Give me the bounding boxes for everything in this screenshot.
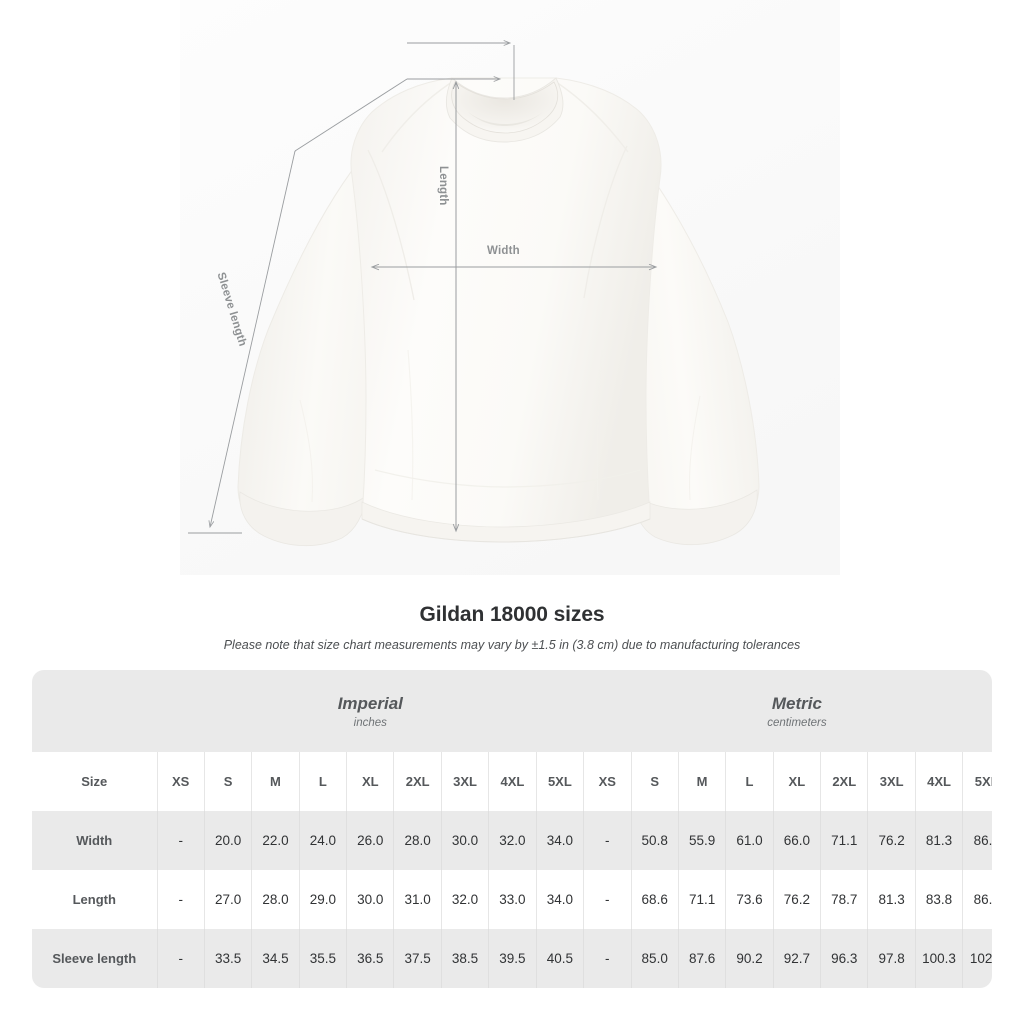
annotation-width: Width [487,245,520,257]
unit-group-row: Imperial inches Metric centimeters [32,670,992,752]
size-header-imp-2xl: 2XL [393,752,442,811]
size-header-met-xl: XL [772,752,821,811]
size-header-imp-4xl: 4XL [488,752,537,811]
annotation-length: Length [437,166,449,206]
garment-illustration: Length Width Sleeve length [180,0,840,575]
size-header-met-4xl: 4XL [914,752,963,811]
size-header-met-m: M [677,752,726,811]
size-header-met-5xl: 5XL [962,752,992,811]
size-header-met-xs: XS [583,752,631,811]
cell-sleeve-met-3xl: 97.8 [867,929,916,988]
unit-group-imperial: Imperial inches [157,670,584,752]
cell-width-imp-5xl: 34.0 [535,811,584,870]
row-label-width: Width [32,811,157,870]
size-chart-table: Imperial inches Metric centimeters Size … [32,670,992,988]
cell-length-met-xs: - [583,870,631,929]
cell-length-met-3xl: 81.3 [867,870,916,929]
cell-length-met-l: 73.6 [725,870,774,929]
cell-width-met-m: 55.9 [677,811,726,870]
cell-length-imp-3xl: 32.0 [440,870,489,929]
cell-length-met-4xl: 83.8 [914,870,963,929]
cell-width-imp-l: 24.0 [298,811,347,870]
size-header-imp-xs: XS [156,752,205,811]
cell-width-met-2xl: 71.1 [820,811,868,870]
cell-width-met-xs: - [583,811,631,870]
size-header-imp-5xl: 5XL [535,752,584,811]
size-header-imp-xl: XL [346,752,394,811]
cell-sleeve-met-5xl: 102.9 [962,929,992,988]
size-header-imp-l: L [298,752,347,811]
cell-width-imp-xs: - [156,811,205,870]
cell-sleeve-met-l: 90.2 [725,929,774,988]
cell-width-imp-s: 20.0 [203,811,252,870]
cell-width-met-5xl: 86.4 [962,811,992,870]
cell-width-met-l: 61.0 [725,811,774,870]
size-header-label: Size [32,752,157,811]
size-header-met-2xl: 2XL [820,752,868,811]
unit-group-imperial-name: Imperial [337,693,403,713]
size-header-met-l: L [725,752,774,811]
unit-group-metric-sub: centimeters [767,717,827,730]
cell-sleeve-imp-2xl: 37.5 [393,929,442,988]
cell-width-met-xl: 66.0 [772,811,821,870]
table-row: Length - 27.0 28.0 29.0 30.0 31.0 32.0 3… [32,870,992,929]
size-chart-table-container: Imperial inches Metric centimeters Size … [32,670,992,988]
cell-length-imp-5xl: 34.0 [535,870,584,929]
size-header-met-s: S [630,752,679,811]
unit-row-spacer [32,670,157,752]
cell-width-imp-m: 22.0 [251,811,300,870]
cell-width-imp-xl: 26.0 [346,811,394,870]
cell-length-imp-s: 27.0 [203,870,252,929]
size-header-imp-m: M [251,752,300,811]
cell-sleeve-imp-s: 33.5 [203,929,252,988]
cell-width-imp-2xl: 28.0 [393,811,442,870]
size-header-imp-3xl: 3XL [440,752,489,811]
cell-sleeve-imp-l: 35.5 [298,929,347,988]
cell-length-met-xl: 76.2 [772,870,821,929]
row-label-sleeve-length: Sleeve length [32,929,157,988]
page-title: Gildan 18000 sizes [419,603,605,626]
cell-sleeve-met-xs: - [583,929,631,988]
cell-length-met-m: 71.1 [677,870,726,929]
cell-sleeve-imp-xl: 36.5 [346,929,394,988]
cell-sleeve-imp-m: 34.5 [251,929,300,988]
cell-length-imp-m: 28.0 [251,870,300,929]
cell-sleeve-met-m: 87.6 [677,929,726,988]
table-row: Width - 20.0 22.0 24.0 26.0 28.0 30.0 32… [32,811,992,870]
cell-sleeve-imp-3xl: 38.5 [440,929,489,988]
cell-length-met-s: 68.6 [630,870,679,929]
cell-length-met-5xl: 86.4 [962,870,992,929]
row-label-length: Length [32,870,157,929]
size-header-imp-s: S [203,752,252,811]
cell-length-imp-4xl: 33.0 [488,870,537,929]
cell-width-imp-3xl: 30.0 [440,811,489,870]
cell-sleeve-imp-xs: - [156,929,205,988]
cell-length-imp-xl: 30.0 [346,870,394,929]
table-row: Sleeve length - 33.5 34.5 35.5 36.5 37.5… [32,929,992,988]
cell-length-imp-l: 29.0 [298,870,347,929]
tolerance-note: Please note that size chart measurements… [223,638,801,652]
cell-sleeve-imp-5xl: 40.5 [535,929,584,988]
size-header-row: Size XS S M L XL 2XL 3XL 4XL 5XL XS S M … [32,752,992,811]
unit-group-metric-name: Metric [771,693,822,713]
cell-width-imp-4xl: 32.0 [488,811,537,870]
cell-sleeve-met-2xl: 96.3 [820,929,868,988]
cell-width-met-3xl: 76.2 [867,811,916,870]
unit-group-metric: Metric centimeters [583,670,992,752]
unit-group-imperial-sub: inches [353,717,387,730]
size-header-met-3xl: 3XL [867,752,916,811]
cell-length-met-2xl: 78.7 [820,870,868,929]
cell-sleeve-met-s: 85.0 [630,929,679,988]
cell-sleeve-met-4xl: 100.3 [914,929,963,988]
cell-width-met-s: 50.8 [630,811,679,870]
cell-width-met-4xl: 81.3 [914,811,963,870]
cell-sleeve-met-xl: 92.7 [772,929,821,988]
cell-sleeve-imp-4xl: 39.5 [488,929,537,988]
sweatshirt-drawing [180,0,840,575]
cell-length-imp-xs: - [156,870,205,929]
cell-length-imp-2xl: 31.0 [393,870,442,929]
